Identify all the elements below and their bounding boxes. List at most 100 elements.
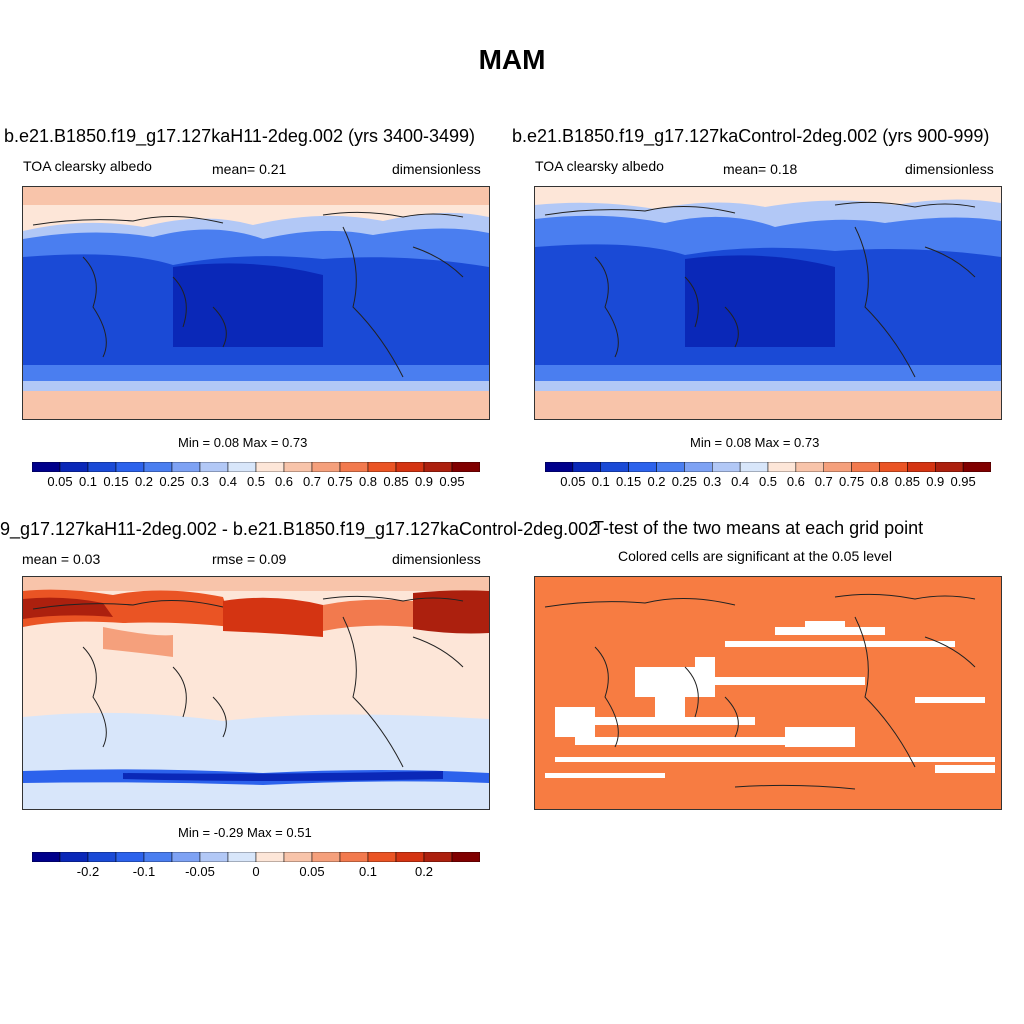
colorbar-tick-label: 0.6 — [786, 474, 805, 489]
colorbar-swatch — [962, 462, 991, 472]
colorbar-swatch — [767, 462, 797, 472]
colorbar-tick-label: -0.2 — [76, 864, 100, 879]
colorbar-swatch — [255, 462, 285, 472]
colorbar-swatch — [115, 852, 145, 862]
panel1-map — [22, 186, 490, 420]
panel3-units-label: dimensionless — [392, 551, 481, 567]
panel2-mean-label: mean= 0.18 — [723, 161, 798, 177]
colorbar-swatch — [143, 852, 173, 862]
colorbar-swatch — [171, 852, 201, 862]
panel3-mean-label: mean = 0.03 — [22, 551, 101, 567]
colorbar-tick-label: 0.9 — [926, 474, 945, 489]
panel2-left-label: TOA clearsky albedo — [535, 158, 664, 174]
panel2-title: b.e21.B1850.f19_g17.127kaControl-2deg.00… — [512, 126, 990, 146]
colorbar-swatch — [656, 462, 685, 472]
colorbar-tick-label: 0.25 — [671, 474, 698, 489]
panel2-units-label: dimensionless — [905, 161, 994, 177]
colorbar-swatch — [171, 462, 201, 472]
colorbar-tick-label: 0.7 — [814, 474, 833, 489]
panel1-colorbar — [32, 462, 480, 472]
colorbar-swatch — [851, 462, 880, 472]
panel1-left-label: TOA clearsky albedo — [23, 158, 152, 174]
colorbar-swatch — [423, 462, 453, 472]
colorbar-swatch — [628, 462, 657, 472]
colorbar-tick-label: 0.95 — [950, 474, 976, 489]
panel3-colorbar-ticks: -0.2 -0.1 -0.05 0 0.05 0.1 0.2 — [32, 864, 480, 880]
panel2-colorbar-ticks: 0.05 0.1 0.15 0.2 0.25 0.3 0.4 0.5 0.6 0.7 0.75 0.8… — [545, 474, 991, 490]
colorbar-tick-label: -0.05 — [185, 864, 215, 879]
colorbar-tick-label: -0.1 — [132, 864, 156, 879]
colorbar-swatch — [283, 462, 313, 472]
colorbar-tick-label: 0.8 — [358, 474, 378, 489]
panel4-title: T-test of the two means at each grid poi… — [593, 518, 924, 538]
colorbar-tick-label: 0.05 — [47, 474, 73, 489]
colorbar-swatch — [451, 852, 480, 862]
colorbar-swatch — [795, 462, 824, 472]
panel4-subtitle: Colored cells are significant at the 0.0… — [618, 548, 892, 564]
colorbar-swatch — [59, 462, 89, 472]
colorbar-tick-label: 0.6 — [274, 474, 294, 489]
colorbar-swatch — [572, 462, 601, 472]
colorbar-swatch — [311, 462, 341, 472]
panel1-title: b.e21.B1850.f19_g17.127kaH11-2deg.002 (y… — [4, 126, 476, 146]
panel1-mean-label: mean= 0.21 — [212, 161, 287, 177]
panel2-colorbar — [545, 462, 991, 472]
panel2-map — [534, 186, 1002, 420]
colorbar-tick-label: 0.5 — [246, 474, 266, 489]
panel4-map — [534, 576, 1002, 810]
colorbar-tick-label: 0.5 — [758, 474, 778, 489]
colorbar-tick-label: 0.7 — [302, 474, 322, 489]
colorbar-swatch — [59, 852, 89, 862]
colorbar-swatch — [339, 462, 369, 472]
colorbar-swatch — [227, 462, 257, 472]
colorbar-swatch — [545, 462, 574, 472]
colorbar-tick-label: 0.25 — [159, 474, 185, 489]
colorbar-tick-label: 0.2 — [134, 474, 154, 489]
panel3-map — [22, 576, 490, 810]
colorbar-swatch — [115, 462, 145, 472]
colorbar-tick-label: 0.1 — [591, 474, 610, 489]
colorbar-tick-label: 0.05 — [560, 474, 586, 489]
colorbar-swatch — [87, 852, 117, 862]
panel3-minmax: Min = -0.29 Max = 0.51 — [178, 825, 312, 840]
colorbar-swatch — [684, 462, 713, 472]
colorbar-swatch — [32, 852, 61, 862]
colorbar-tick-label: 0 — [252, 864, 260, 879]
colorbar-swatch — [87, 462, 117, 472]
colorbar-tick-label: 0.3 — [703, 474, 722, 489]
colorbar-swatch — [199, 462, 229, 472]
panel3-rmse-label: rmse = 0.09 — [212, 551, 287, 567]
colorbar-swatch — [935, 462, 964, 472]
colorbar-tick-label: 0.3 — [190, 474, 210, 489]
panel2-minmax: Min = 0.08 Max = 0.73 — [690, 435, 820, 450]
colorbar-swatch — [283, 852, 313, 862]
colorbar-tick-label: 0.75 — [838, 474, 865, 489]
colorbar-tick-label: 0.9 — [414, 474, 434, 489]
colorbar-swatch — [600, 462, 629, 472]
colorbar-swatch — [423, 852, 453, 862]
colorbar-tick-label: 0.95 — [439, 474, 465, 489]
colorbar-swatch — [367, 852, 397, 862]
colorbar-tick-label: 0.15 — [615, 474, 642, 489]
colorbar-tick-label: 0.4 — [218, 474, 238, 489]
colorbar-swatch — [712, 462, 741, 472]
colorbar-swatch — [143, 462, 173, 472]
colorbar-tick-label: 0.1 — [358, 864, 378, 879]
colorbar-tick-label: 0.15 — [103, 474, 129, 489]
panel1-minmax: Min = 0.08 Max = 0.73 — [178, 435, 308, 450]
colorbar-swatch — [32, 462, 61, 472]
colorbar-tick-label: 0.2 — [647, 474, 666, 489]
panel3-title: 9_g17.127kaH11-2deg.002 - b.e21.B1850.f1… — [0, 519, 599, 539]
colorbar-swatch — [395, 462, 425, 472]
colorbar-swatch — [823, 462, 852, 472]
panel1-colorbar-ticks: 0.05 0.1 0.15 0.2 0.25 0.3 0.4 0.5 0.6 0.7 0.75 0.8… — [32, 474, 480, 490]
colorbar-swatch — [199, 852, 229, 862]
panel1-units-label: dimensionless — [392, 161, 481, 177]
colorbar-swatch — [311, 852, 341, 862]
colorbar-tick-label: 0.2 — [414, 864, 434, 879]
panel3-colorbar — [32, 852, 480, 862]
colorbar-swatch — [339, 852, 369, 862]
colorbar-tick-label: 0.1 — [78, 474, 98, 489]
colorbar-tick-label: 0.8 — [870, 474, 889, 489]
colorbar-swatch — [739, 462, 769, 472]
